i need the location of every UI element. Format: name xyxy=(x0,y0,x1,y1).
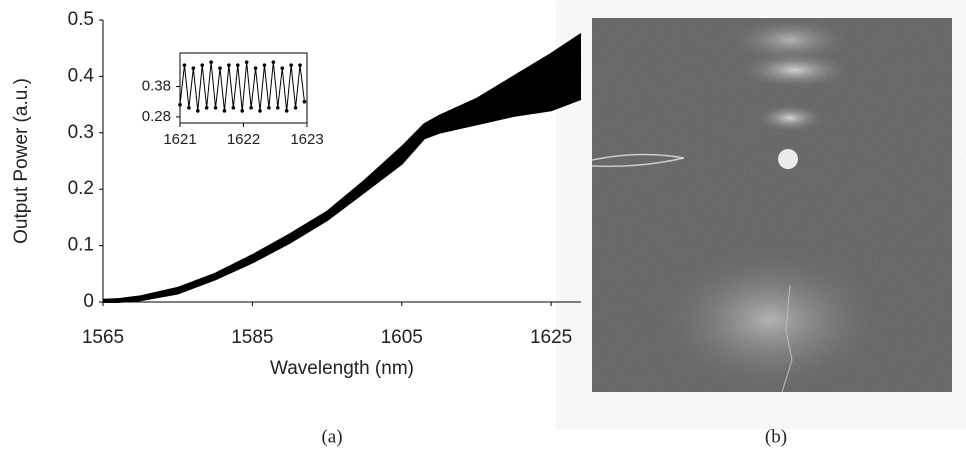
data-point xyxy=(293,105,298,110)
y-axis-label: Output Power (a.u.) xyxy=(11,78,32,244)
data-point xyxy=(240,109,245,113)
y-tick-label: 0.3 xyxy=(68,122,94,143)
x-tick-label: 1623 xyxy=(290,131,323,148)
x-tick-label: 1625 xyxy=(530,327,572,348)
data-point xyxy=(302,99,307,104)
data-point xyxy=(218,66,222,71)
data-point xyxy=(262,63,267,67)
data-point xyxy=(235,63,240,67)
data-line xyxy=(102,33,582,301)
x-axis-label: Wavelength (nm) xyxy=(270,358,414,379)
data-point xyxy=(298,63,302,67)
data-point xyxy=(284,109,289,113)
data-point xyxy=(227,63,231,67)
data-point xyxy=(289,63,293,67)
data-point xyxy=(275,105,280,110)
photo xyxy=(591,18,952,393)
x-tick-label: 1565 xyxy=(82,327,124,348)
data-point xyxy=(267,105,271,110)
y-tick-label: 0.2 xyxy=(68,178,94,199)
band-fill xyxy=(103,34,581,302)
y-tick-label: 0.1 xyxy=(68,235,94,256)
y-tick-label: 0.28 xyxy=(142,108,171,125)
x-tick-label: 1585 xyxy=(231,327,273,348)
data-point xyxy=(280,66,285,71)
data-point xyxy=(249,105,253,110)
y-tick-label: 0.4 xyxy=(68,65,95,86)
data-point xyxy=(191,66,196,71)
data-point xyxy=(244,60,249,64)
data-point xyxy=(178,102,182,107)
data-point xyxy=(209,60,213,64)
data-point xyxy=(195,109,200,113)
x-tick-label: 1621 xyxy=(163,131,196,148)
inset-frame xyxy=(179,52,308,124)
data-point xyxy=(271,60,276,64)
caption: (b) xyxy=(765,426,787,447)
data-point xyxy=(182,63,187,67)
y-tick-label: 0.38 xyxy=(142,77,171,94)
data-point xyxy=(213,105,218,110)
data-line xyxy=(103,98,582,303)
data-point xyxy=(258,109,262,113)
x-tick-label: 1622 xyxy=(227,131,260,148)
data-point xyxy=(204,105,209,110)
x-tick-label: 1605 xyxy=(381,327,423,348)
caption: (a) xyxy=(321,426,342,447)
data-point xyxy=(200,63,205,67)
y-tick-label: 0 xyxy=(83,291,94,312)
data-point xyxy=(253,66,258,71)
data-point xyxy=(231,105,236,110)
data-point xyxy=(187,105,191,110)
data-point xyxy=(222,109,227,113)
y-tick-label: 0.5 xyxy=(68,9,94,30)
